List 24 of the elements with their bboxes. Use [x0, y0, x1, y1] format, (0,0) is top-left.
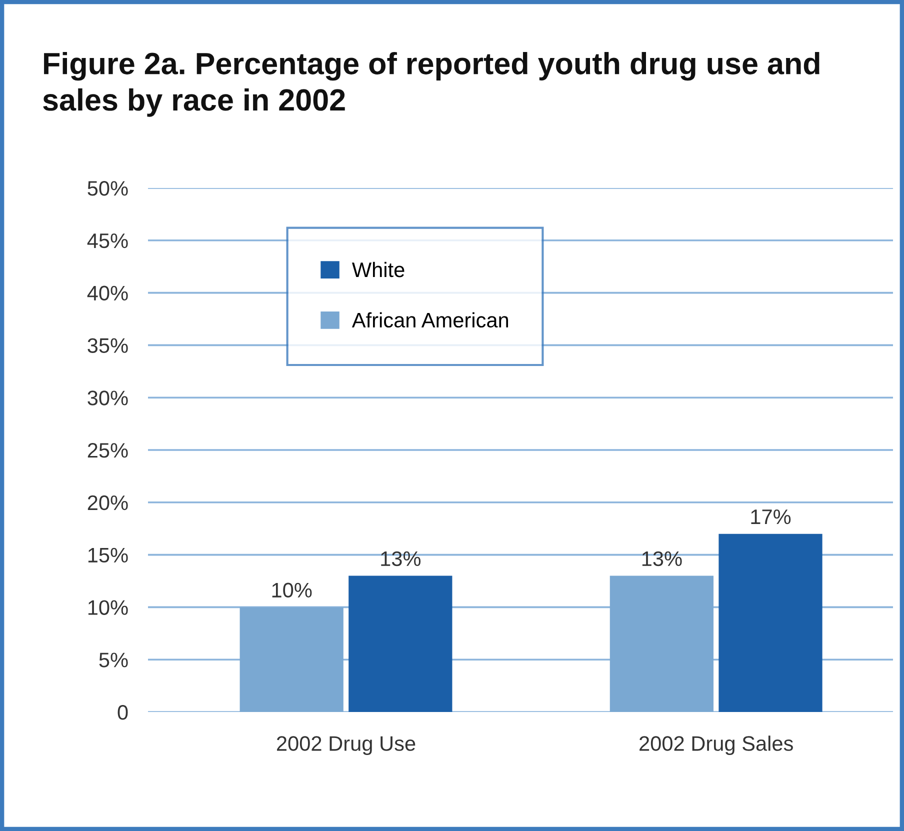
y-tick-label: 20%: [88, 495, 128, 510]
x-tick-label: 2002 Drug Sales: [640, 736, 793, 756]
chart-title: Figure 2a. Percentage of reported youth drug use and sales by race in 2002: [43, 52, 820, 117]
data-label: 13%: [642, 551, 682, 566]
data-label: 10%: [272, 582, 312, 598]
legend-label: White: [352, 262, 404, 278]
y-tick-label: 35%: [88, 338, 128, 353]
y-tick-label: 15%: [88, 548, 128, 563]
y-tick-label: 25%: [88, 443, 128, 458]
bar: [240, 607, 344, 712]
legend-label: African American: [352, 312, 508, 328]
bar: [718, 534, 822, 712]
y-tick-label: 45%: [87, 233, 128, 248]
y-tick-label: 40%: [87, 286, 128, 301]
y-tick-label: 5%: [99, 652, 128, 668]
y-tick-label: 10%: [88, 600, 128, 615]
data-label: 17%: [751, 510, 791, 524]
x-tick-label: 2002 Drug Use: [276, 736, 416, 756]
data-label: 13%: [381, 551, 421, 566]
y-tick-label: 0: [118, 705, 128, 720]
bar: [610, 576, 714, 712]
bar: [348, 576, 452, 712]
y-tick-label: 50%: [88, 181, 128, 196]
y-tick-label: 30%: [88, 390, 128, 406]
